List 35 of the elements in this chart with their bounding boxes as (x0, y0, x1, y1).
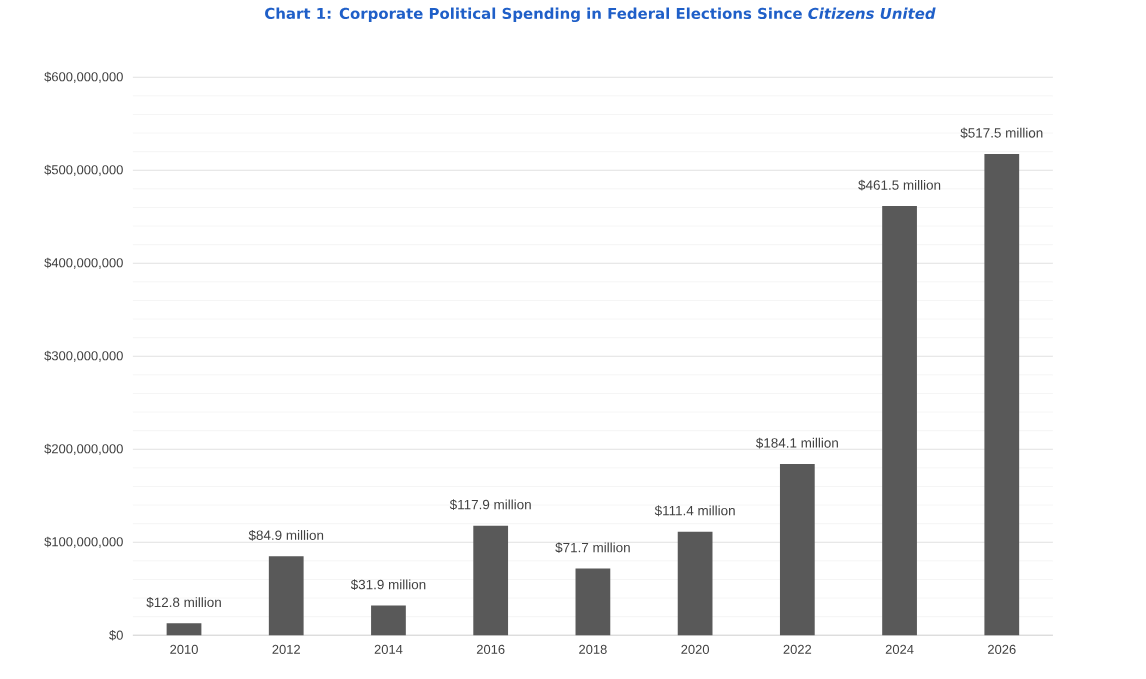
y-tick-label: $0 (109, 630, 123, 641)
x-tick-label: 2018 (579, 644, 607, 654)
y-tick-label: $500,000,000 (44, 164, 123, 176)
data-label: $517.5 million (960, 127, 1043, 139)
data-label: $461.5 million (858, 179, 941, 191)
x-tick-label: 2020 (681, 644, 710, 654)
bar (779, 464, 815, 636)
x-tick-label: 2016 (476, 644, 505, 654)
bar (984, 154, 1020, 636)
bar (575, 568, 611, 636)
data-label: $111.4 million (654, 505, 735, 517)
y-tick-label: $400,000,000 (44, 257, 123, 269)
data-label: $71.7 million (555, 542, 630, 554)
data-label: $31.9 million (350, 579, 426, 591)
bar (473, 525, 509, 636)
bar (268, 556, 304, 636)
bar (677, 531, 713, 636)
data-label: $12.8 million (146, 596, 221, 608)
x-tick-label: 2022 (783, 644, 812, 654)
x-tick-label: 2010 (170, 644, 198, 654)
bar (371, 605, 406, 636)
x-tick-label: 2012 (272, 644, 300, 654)
chart-title: Chart 1: Corporate Political Spending in Federal Elections Since Citizens United (265, 7, 936, 23)
data-label: $117.9 million (449, 499, 531, 511)
y-tick-label: $600,000,000 (44, 71, 123, 83)
x-tick-label: 2024 (885, 644, 914, 654)
y-tick-label: $300,000,000 (44, 350, 123, 362)
x-tick-label: 2026 (988, 644, 1016, 654)
y-tick-label: $200,000,000 (44, 443, 123, 455)
y-tick-label: $100,000,000 (44, 536, 123, 548)
data-label: $84.9 million (248, 529, 324, 541)
bar (882, 206, 917, 636)
data-label: $184.1 million (755, 437, 838, 449)
x-tick-label: 2014 (374, 644, 403, 654)
bar (166, 623, 202, 636)
